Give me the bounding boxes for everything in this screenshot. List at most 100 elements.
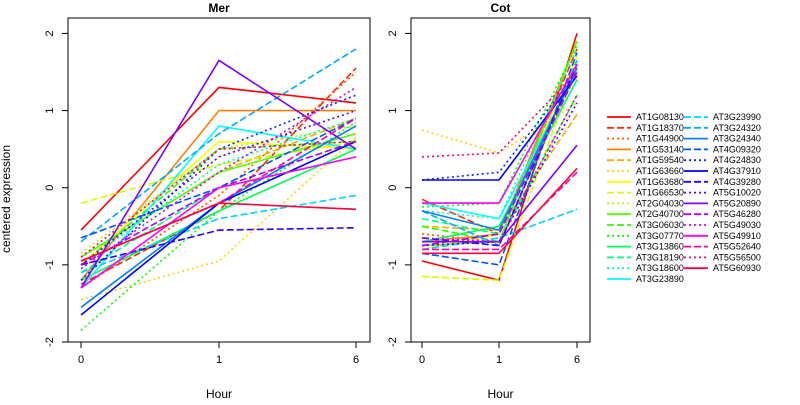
series-line-at3g24340 [80, 125, 357, 308]
series-lines [80, 48, 357, 332]
panel-mer: Mer -2 -1 0 1 2 0 1 6 Hour [44, 1, 371, 401]
series-line-at5g60930 [80, 202, 357, 262]
series-line-at3g18600 [421, 48, 578, 220]
series-line-at5g46280 [80, 140, 357, 266]
plot-frame [410, 17, 591, 343]
series-line-at3g23890 [421, 71, 578, 220]
legend-label: AT3G24320 [713, 123, 761, 133]
series-line-at1g66530 [421, 64, 578, 282]
y-tick-label: -1 [44, 260, 56, 270]
legend-label: AT3G13860 [636, 242, 684, 252]
series-line-at3g23990 [80, 194, 357, 274]
legend-item: AT3G13860 [607, 242, 684, 252]
series-line-at5g49030 [80, 86, 357, 270]
series-line-at1g63660 [80, 137, 357, 301]
series-line-at3g06030 [421, 94, 578, 243]
y-tick-label: 1 [44, 108, 56, 114]
series-line-at3g13860 [421, 79, 578, 243]
series-line-at4g24830 [421, 71, 578, 181]
legend-label: AT1G59540 [636, 155, 684, 165]
legend-item: AT2G40700 [607, 209, 684, 219]
series-line-at5g56500 [421, 71, 578, 158]
series-line-at5g10020 [80, 109, 357, 266]
y-tick-label: 2 [44, 30, 56, 36]
legend-item: AT4G24830 [684, 155, 761, 165]
legend-item: AT3G24340 [684, 134, 761, 144]
legend-label: AT1G18370 [636, 123, 684, 133]
panel-title: Mer [208, 1, 230, 15]
y-tick-label: -1 [387, 260, 399, 270]
legend-label: AT5G46280 [713, 209, 761, 219]
legend-label: AT2G40700 [636, 209, 684, 219]
legend-item: AT5G60930 [684, 263, 761, 273]
legend-item: AT4G39280 [684, 177, 761, 187]
legend-item: AT2G04030 [607, 198, 684, 208]
legend-item: AT1G44900 [607, 134, 684, 144]
plot-frame [67, 17, 371, 343]
x-axis-label: Hour [487, 387, 513, 400]
legend-label: AT5G20890 [713, 198, 761, 208]
legend-label: AT5G56500 [713, 252, 761, 262]
series-line-at5g20890 [80, 59, 357, 289]
legend-item: AT3G18600 [607, 263, 684, 273]
panel-cot: Cot -2 -1 0 1 2 0 1 6 Hour [387, 1, 591, 401]
legend-item: AT5G20890 [684, 198, 761, 208]
legend-label: AT4G37910 [713, 166, 761, 176]
legend-item: AT5G56500 [684, 252, 761, 262]
series-line-at2g40700 [421, 40, 578, 247]
series-line-at3g07770 [421, 44, 578, 208]
legend-label: AT3G07770 [636, 231, 684, 241]
legend-item: AT1G08130 [607, 112, 684, 122]
legend-item: AT5G52640 [684, 242, 761, 252]
series-line-at1g18370 [421, 48, 578, 236]
legend-label: AT5G52640 [713, 242, 761, 252]
legend-label: AT5G60930 [713, 263, 761, 273]
series-line-at3g24320 [421, 60, 578, 247]
series-line-at5g46280 [421, 71, 578, 247]
legend-label: AT4G24830 [713, 155, 761, 165]
legend-item: AT3G18190 [607, 252, 684, 262]
series-line-at3g23890 [80, 125, 357, 289]
legend-label: AT2G04030 [636, 198, 684, 208]
legend-label: AT4G09320 [713, 144, 761, 154]
y-tick-label: 2 [387, 30, 399, 36]
x-tick-label: 0 [419, 354, 425, 366]
series-line-at3g07770 [80, 121, 357, 332]
legend-item: AT5G49030 [684, 220, 761, 230]
legend-label: AT5G49910 [713, 231, 761, 241]
legend-label: AT3G18190 [636, 252, 684, 262]
y-tick-label: 0 [387, 185, 399, 191]
series-line-at5g52640 [422, 171, 578, 251]
legend-label: AT1G66530 [636, 188, 684, 198]
series-line-at5g56500 [80, 140, 357, 258]
y-tick-label: -2 [44, 337, 56, 347]
legend-item: AT3G23990 [684, 112, 761, 122]
x-tick-label: 6 [353, 354, 359, 366]
legend: AT1G08130AT1G18370AT1G44900AT1G53140AT1G… [607, 112, 761, 284]
series-line-at3g23990 [421, 208, 578, 251]
legend-label: AT1G44900 [636, 134, 684, 144]
legend-item: AT1G63680 [607, 177, 684, 187]
legend-item: AT3G23890 [607, 274, 684, 284]
panel-title: Cot [491, 1, 511, 15]
series-line-at1g63660 [421, 102, 578, 154]
legend-label: AT1G63660 [636, 166, 684, 176]
series-line-at4g39280 [421, 63, 578, 247]
series-line-at1g08130 [80, 86, 357, 231]
legend-item: AT1G53140 [607, 144, 684, 154]
legend-label: AT3G23990 [713, 112, 761, 122]
legend-item: AT3G07770 [607, 231, 684, 241]
series-line-at1g53140 [421, 40, 578, 243]
series-line-at2g04030 [80, 125, 357, 254]
series-line-at1g59540 [421, 113, 578, 231]
legend-item: AT3G24320 [684, 123, 761, 133]
series-line-at3g13860 [80, 148, 357, 282]
legend-label: AT3G18600 [636, 263, 684, 273]
legend-label: AT1G63680 [636, 177, 684, 187]
legend-item: AT4G09320 [684, 144, 761, 154]
legend-item: AT1G66530 [607, 188, 684, 198]
series-line-at5g49030 [421, 94, 578, 243]
legend-label: AT3G24340 [713, 134, 761, 144]
series-line-at5g49910 [422, 63, 578, 204]
